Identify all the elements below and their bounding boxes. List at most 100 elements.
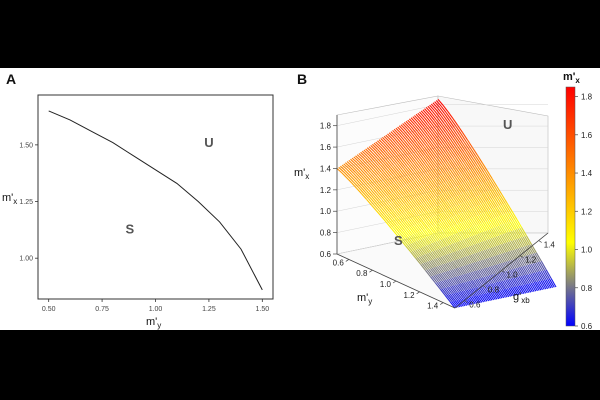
chart-b-surface-segment [473, 253, 480, 262]
chart-b-ytick-label: 0.8 [488, 286, 500, 295]
chart-b-surface-segment [484, 191, 491, 201]
chart-b-surface-segment [355, 163, 361, 170]
chart-b-surface-segment [525, 245, 532, 255]
chart-b-surface-segment [432, 225, 439, 233]
chart-b-surface-segment [508, 287, 515, 297]
chart-b-surface-segment [432, 102, 439, 109]
chart-b-surface-segment [424, 229, 430, 237]
chart-b-surface-segment [418, 149, 425, 157]
chart-b-surface-segment [487, 210, 494, 219]
chart-b-surface-segment [456, 299, 463, 307]
chart-b-surface-segment [524, 236, 531, 246]
chart-b-surface-segment [473, 177, 480, 186]
chart-b-surface-segment [507, 241, 514, 251]
chart-b-surface-segment [416, 178, 423, 187]
chart-b-surface-segment [435, 214, 442, 223]
chart-b-surface-segment [401, 141, 408, 148]
chart-b-surface-segment [441, 174, 448, 182]
chart-b-surface-segment [414, 207, 421, 215]
chart-b-surface-segment [438, 273, 445, 281]
chart-b-surface-segment [462, 221, 469, 230]
chart-b-surface-segment [475, 261, 482, 270]
chart-b-surface-segment [505, 232, 512, 242]
chart-b-surface-segment [488, 266, 495, 275]
chart-b-surface-segment [498, 290, 505, 299]
chart-b-surface-segment [435, 118, 442, 127]
chart-b-surface-segment [381, 181, 388, 188]
chart-b-ytick-mark [538, 240, 542, 243]
chart-b-surface-segment [517, 238, 524, 248]
chart-b-surface-segment [401, 159, 408, 167]
chart-b-surface-segment [428, 162, 435, 170]
chart-b-surface-segment [491, 198, 498, 208]
chart-b-surface-segment [457, 232, 464, 241]
chart-b-surface-segment [437, 108, 444, 116]
chart-b-surface-segment [415, 224, 422, 232]
chart-b-surface-segment [429, 276, 436, 284]
chart-b-surface-segment [423, 262, 430, 270]
chart-b-surface-segment [463, 172, 470, 181]
chart-b-surface-segment [507, 222, 514, 231]
chart-b-surface-segment [453, 242, 460, 251]
chart-b-surface-segment [438, 185, 444, 194]
chart-b-surface-segment [519, 257, 525, 267]
chart-b-surface-segment [517, 257, 524, 267]
chart-b-surface-segment [410, 126, 417, 133]
chart-b-surface-segment [428, 172, 435, 180]
chart-b-surface-segment [413, 233, 420, 241]
chart-b-surface-segment [414, 160, 421, 169]
chart-b-surface-segment [452, 206, 459, 215]
chart-b-surface-segment [441, 154, 448, 163]
chart-b-surface-segment [407, 236, 414, 244]
chart-b-surface-segment [438, 166, 445, 174]
colorbar-tick-label: 0.6 [581, 322, 593, 330]
chart-b-surface-segment [490, 265, 497, 275]
chart-b-surface-segment [418, 248, 425, 256]
chart-b-surface-segment [487, 220, 494, 229]
chart-b-surface-segment [397, 198, 404, 206]
chart-b-surface-segment [456, 292, 463, 300]
chart-b-surface-segment [487, 200, 494, 209]
chart-b-surface-segment [453, 187, 459, 196]
chart-b-surface-segment [424, 183, 431, 191]
chart-b-surface-segment [450, 252, 457, 261]
chart-b-surface-segment [440, 145, 447, 154]
chart-b-surface-segment [417, 240, 423, 248]
chart-b-surface-segment [494, 207, 501, 216]
chart-b-surface-segment [519, 247, 526, 257]
chart-b-surface-segment [483, 182, 490, 191]
chart-b-surface-segment [408, 235, 415, 243]
chart-b-surface-segment [461, 290, 468, 299]
chart-b-surface-segment [370, 153, 376, 160]
chart-b-surface-segment [480, 232, 487, 241]
chart-b-surface-segment [398, 125, 405, 132]
chart-b-surface-segment [426, 182, 433, 190]
chart-b-surface-segment [430, 260, 437, 268]
chart-b-surface-segment [356, 188, 363, 195]
chart-b-surface-segment [514, 239, 521, 249]
chart-b-surface-segment [426, 143, 433, 152]
chart-b-surface-segment [446, 278, 453, 287]
chart-b-surface-segment [392, 192, 399, 199]
chart-b-surface-segment [469, 189, 476, 198]
chart-b-ytick-mark [501, 270, 505, 273]
chart-a-ytick-label: 1.50 [19, 142, 33, 149]
chart-b-xtick-mark [392, 280, 397, 284]
chart-b-surface-segment [543, 279, 550, 289]
chart-b-surface-segment [489, 229, 496, 238]
chart-b-surface-segment [388, 140, 395, 148]
chart-b-surface-segment [412, 199, 419, 207]
chart-b-surface-segment [485, 276, 492, 285]
chart-b-surface-segment [452, 117, 459, 126]
chart-b-surface-segment [473, 287, 480, 296]
chart-b-surface-segment [386, 187, 393, 194]
chart-b-surface-segment [394, 163, 401, 171]
chart-b-surface-segment [420, 221, 427, 229]
chart-b-surface-segment [464, 210, 471, 219]
chart-b-surface-segment [416, 159, 423, 168]
chart-b-surface-segment [371, 160, 378, 168]
chart-b-surface-segment [470, 168, 476, 177]
chart-b-surface-segment [484, 293, 491, 302]
chart-b-surface-segment [500, 253, 507, 262]
chart-b-surface-segment [426, 261, 433, 269]
